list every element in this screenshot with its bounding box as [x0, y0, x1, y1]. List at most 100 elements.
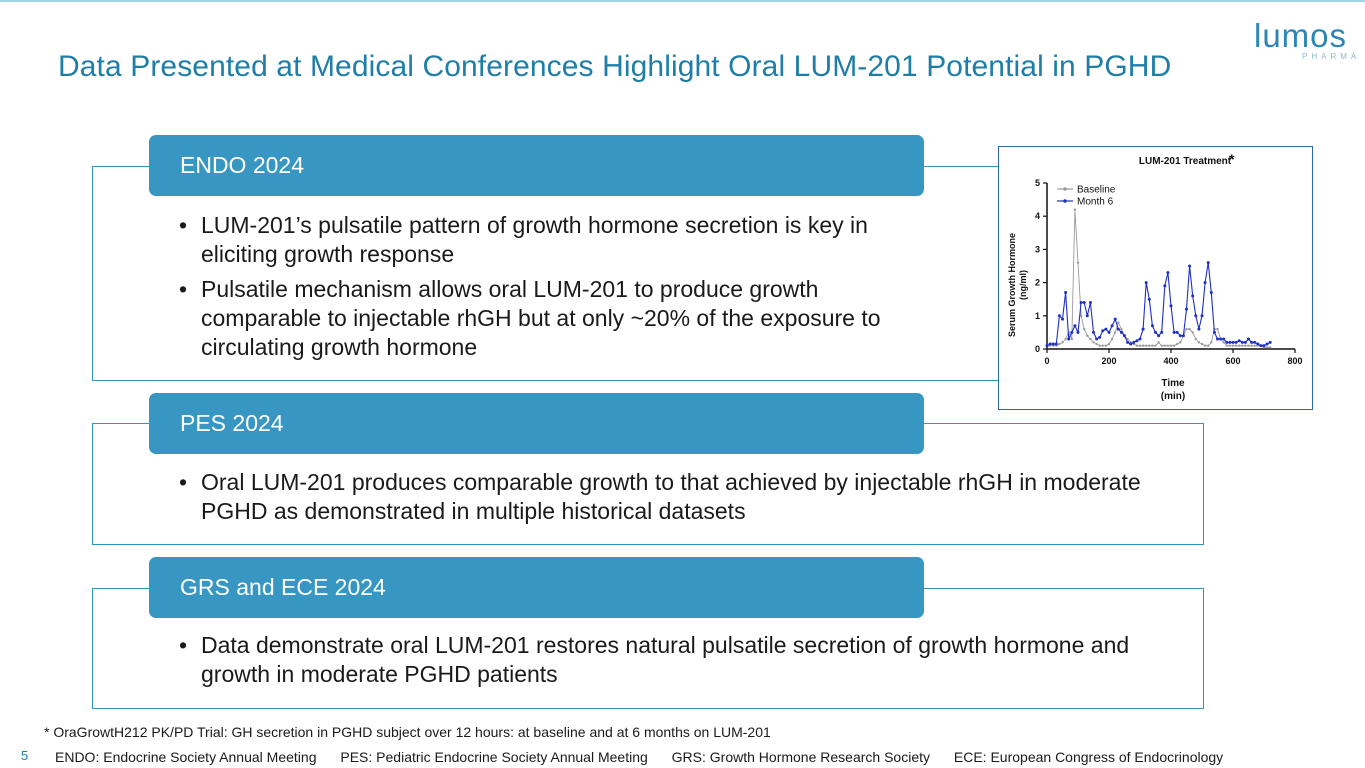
series-line-month-6 — [1046, 262, 1271, 347]
section-grs-bullets: Data demonstrate oral LUM-201 restores n… — [179, 631, 1179, 695]
data-point — [1253, 340, 1257, 344]
x-tick-label: 0 — [1044, 356, 1049, 366]
data-point — [1126, 340, 1130, 344]
data-point — [1194, 314, 1198, 318]
section-endo-bullets: LUM-201’s pulsatile pattern of growth ho… — [179, 211, 899, 368]
data-point — [1172, 330, 1176, 334]
top-rule — [0, 0, 1365, 2]
legend-marker — [1063, 187, 1067, 191]
data-point — [1107, 342, 1111, 346]
data-point — [1104, 327, 1108, 331]
data-point — [1237, 339, 1241, 343]
data-point — [1126, 337, 1129, 341]
data-point — [1197, 341, 1201, 344]
data-point — [1057, 314, 1061, 318]
x-axis-label: Time — [1161, 378, 1185, 389]
data-point — [1095, 337, 1099, 341]
data-point — [1144, 281, 1148, 285]
data-point — [1188, 327, 1191, 331]
data-point — [1243, 340, 1247, 344]
legend-marker — [1063, 199, 1067, 203]
data-point — [1098, 335, 1102, 339]
logo-wordmark: lumos — [1254, 17, 1348, 54]
company-logo: lumos PHARMA — [1254, 16, 1359, 66]
data-point — [1135, 339, 1139, 343]
chart-series — [1045, 208, 1272, 349]
data-point — [1247, 344, 1250, 347]
data-point — [1169, 344, 1173, 347]
data-point — [1154, 344, 1157, 347]
bullet-item: Pulsatile mechanism allows oral LUM-201 … — [179, 275, 899, 362]
data-point — [1048, 342, 1052, 346]
data-point — [1228, 340, 1232, 344]
data-point — [1129, 342, 1133, 346]
data-point — [1256, 342, 1260, 346]
data-point — [1148, 344, 1151, 347]
data-point — [1200, 342, 1204, 346]
data-point — [1135, 344, 1139, 347]
data-point — [1194, 337, 1197, 341]
data-point — [1076, 330, 1080, 334]
data-point — [1197, 327, 1201, 331]
data-point — [1210, 341, 1213, 344]
data-point — [1110, 337, 1114, 341]
data-point — [1179, 341, 1182, 344]
x-axis-unit: (min) — [1161, 391, 1185, 402]
x-tick-label: 200 — [1101, 356, 1116, 366]
data-point — [1092, 341, 1095, 344]
data-point — [1067, 337, 1071, 341]
data-point — [1092, 330, 1095, 334]
data-point — [1206, 261, 1210, 265]
y-tick-label: 4 — [1035, 211, 1040, 221]
data-point — [1269, 346, 1272, 349]
data-point — [1163, 344, 1166, 347]
data-point — [1238, 344, 1241, 347]
logo-subtitle: PHARMA — [1302, 52, 1361, 61]
data-point — [1082, 301, 1086, 305]
data-point — [1079, 314, 1083, 317]
y-axis-unit: (ng/ml) — [1018, 270, 1028, 300]
data-point — [1265, 342, 1269, 346]
series-line-baseline — [1047, 209, 1271, 348]
data-point — [1265, 346, 1269, 349]
data-point — [1070, 330, 1074, 334]
bullet-item: Data demonstrate oral LUM-201 restores n… — [179, 631, 1179, 689]
data-point — [1231, 340, 1235, 344]
data-point — [1086, 334, 1089, 337]
data-point — [1085, 314, 1089, 318]
data-point — [1244, 344, 1247, 347]
data-point — [1240, 340, 1244, 344]
data-point — [1163, 284, 1167, 288]
data-point — [1241, 344, 1244, 347]
y-tick-label: 5 — [1035, 178, 1040, 188]
data-point — [1250, 340, 1254, 344]
abbrev-ece: ECE: European Congress of Endocrinology — [953, 749, 1224, 765]
y-axis-title: Serum Growth Hormone (ng/ml) — [1007, 233, 1028, 337]
data-point — [1151, 344, 1154, 347]
section-endo-tab: ENDO 2024 — [149, 135, 924, 196]
data-point — [1225, 340, 1229, 344]
data-point — [1150, 324, 1154, 328]
data-point — [1209, 291, 1213, 295]
data-point — [1175, 330, 1179, 334]
data-point — [1160, 344, 1163, 347]
data-point — [1203, 344, 1207, 347]
data-point — [1145, 344, 1148, 347]
data-point — [1088, 301, 1092, 305]
data-point — [1234, 344, 1238, 347]
data-point — [1051, 342, 1055, 346]
data-point — [1169, 304, 1173, 308]
data-point — [1064, 337, 1067, 341]
legend-label: Baseline — [1077, 185, 1116, 196]
page-title: Data Presented at Medical Conferences Hi… — [58, 50, 1172, 83]
data-point — [1231, 344, 1235, 347]
y-tick-label: 0 — [1035, 344, 1040, 354]
data-point — [1054, 342, 1058, 346]
data-point — [1101, 344, 1104, 347]
y-axis-label: Serum Growth Hormone — [1007, 233, 1017, 337]
data-point — [1185, 307, 1188, 311]
data-point — [1045, 344, 1049, 348]
x-tick-label: 400 — [1163, 356, 1178, 366]
section-grs-tab: GRS and ECE 2024 — [149, 557, 924, 618]
